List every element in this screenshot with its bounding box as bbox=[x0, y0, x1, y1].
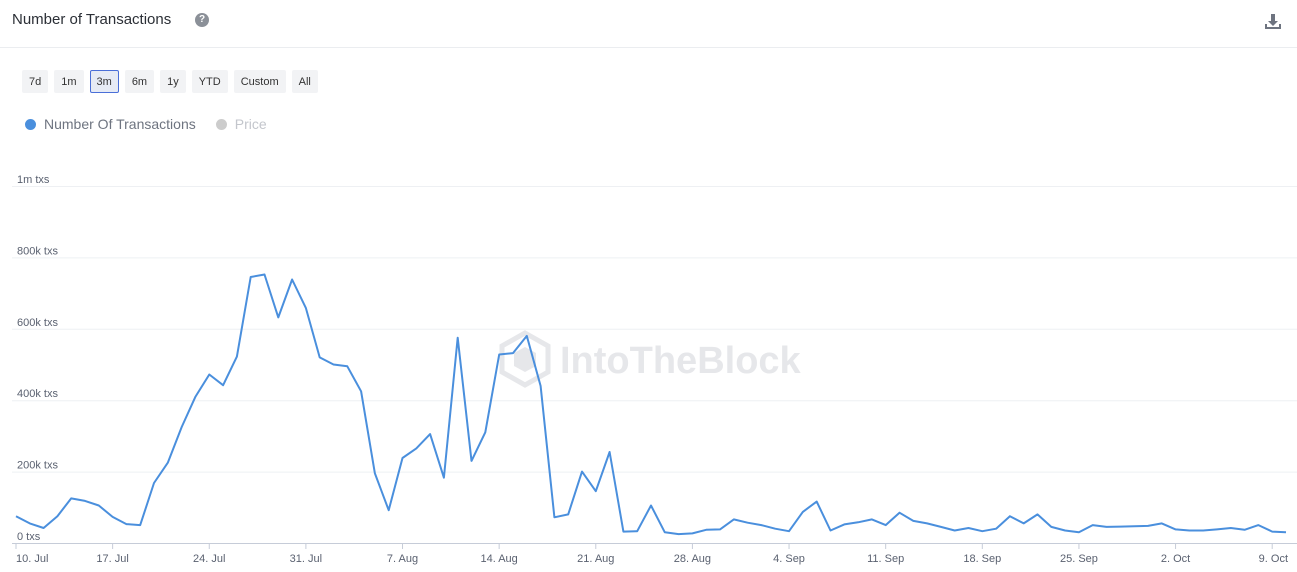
x-tick-label: 14. Aug bbox=[480, 553, 517, 565]
y-tick-label: 0 txs bbox=[17, 531, 41, 543]
x-tick-label: 4. Sep bbox=[773, 553, 805, 565]
question-circle-icon[interactable]: ? bbox=[195, 13, 209, 27]
x-tick-label: 7. Aug bbox=[387, 553, 418, 565]
x-axis-labels: 10. Jul 17. Jul 24. Jul 31. Jul 7. Aug 14. Au… bbox=[16, 553, 1288, 565]
x-tick-label: 24. Jul bbox=[193, 553, 225, 565]
time-range-selector: 7d 1m 3m 6m 1y YTD Custom All bbox=[22, 70, 318, 93]
x-tick-label: 25. Sep bbox=[1060, 553, 1098, 565]
page-title: Number of Transactions bbox=[12, 11, 172, 28]
y-tick-label: 1m txs bbox=[17, 174, 50, 186]
chart-header: Number of Transactions ? bbox=[0, 0, 1297, 48]
range-button-6m[interactable]: 6m bbox=[124, 70, 155, 93]
x-tick-label: 11. Sep bbox=[867, 553, 904, 565]
x-tick-label: 2. Oct bbox=[1161, 553, 1190, 565]
legend-label: Number Of Transactions bbox=[44, 116, 196, 132]
legend-dot-icon bbox=[215, 118, 227, 130]
y-tick-label: 600k txs bbox=[17, 317, 58, 329]
legend-item-price[interactable]: Price bbox=[215, 116, 267, 132]
legend-dot-icon bbox=[25, 118, 36, 130]
range-button-7d[interactable]: 7d bbox=[22, 70, 49, 93]
x-tick-label: 9. Oct bbox=[1259, 553, 1288, 565]
y-gridlines bbox=[12, 186, 1297, 473]
download-icon[interactable] bbox=[1263, 12, 1283, 32]
x-tick-label: 17. Jul bbox=[96, 553, 128, 565]
intotheblock-logo-icon bbox=[499, 330, 551, 388]
range-button-all[interactable]: All bbox=[291, 70, 318, 93]
x-tick-label: 18. Sep bbox=[963, 553, 1001, 565]
x-axis-ticks bbox=[15, 543, 1273, 549]
x-tick-label: 10. Jul bbox=[16, 553, 48, 565]
y-axis-labels: 0 txs 200k txs 400k txs 600k txs 800k txs 1m … bbox=[17, 174, 58, 543]
series-line-number-of-transactions bbox=[15, 273, 1287, 536]
range-button-1y[interactable]: 1y bbox=[160, 70, 186, 93]
range-button-ytd[interactable]: YTD bbox=[191, 70, 228, 93]
x-tick-label: 21. Aug bbox=[577, 553, 614, 565]
legend-label: Price bbox=[234, 116, 267, 132]
chart-legend: Number Of Transactions Price bbox=[25, 116, 267, 132]
y-tick-label: 400k txs bbox=[17, 388, 58, 400]
range-button-custom[interactable]: Custom bbox=[233, 70, 286, 93]
y-tick-label: 800k txs bbox=[17, 245, 58, 257]
watermark: IntoTheBlock bbox=[499, 330, 802, 388]
range-button-3m[interactable]: 3m bbox=[89, 70, 119, 93]
range-button-1m[interactable]: 1m bbox=[54, 70, 84, 93]
x-tick-label: 28. Aug bbox=[674, 553, 711, 565]
legend-item-number-of-transactions[interactable]: Number Of Transactions bbox=[25, 116, 196, 132]
x-tick-label: 31. Jul bbox=[290, 553, 322, 565]
y-tick-label: 200k txs bbox=[17, 460, 58, 472]
watermark-text: IntoTheBlock bbox=[560, 340, 802, 382]
